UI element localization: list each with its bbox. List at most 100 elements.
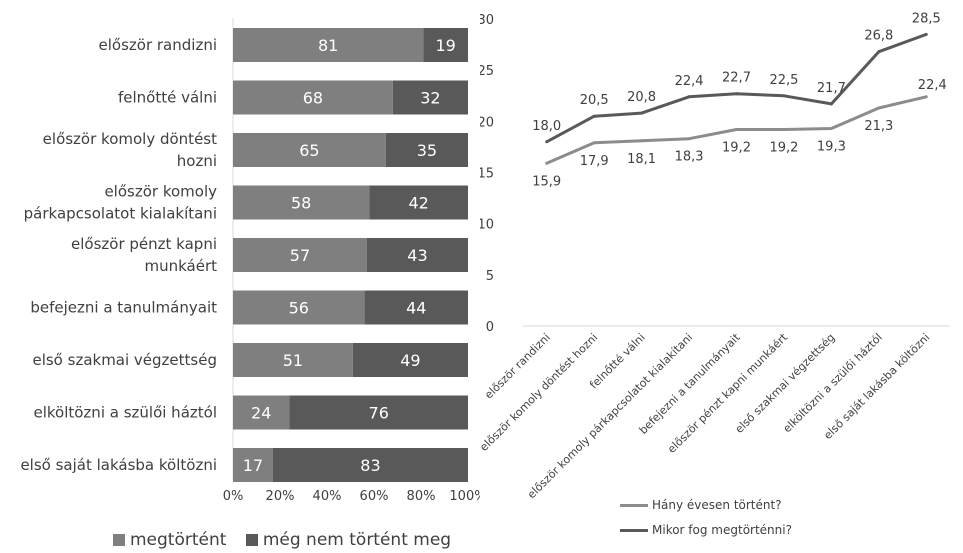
bar-segment	[233, 133, 386, 167]
category-label: első saját lakásba költözni	[20, 456, 217, 474]
bar-segment	[233, 28, 424, 62]
bar-segment	[233, 343, 353, 377]
data-value-label: 21,3	[864, 119, 893, 134]
data-point	[592, 114, 596, 118]
legend-swatch-done	[113, 534, 125, 546]
data-point	[924, 95, 928, 99]
bar-segment	[352, 343, 468, 377]
bar-value-label: 76	[369, 404, 389, 423]
line-legend: Hány évesen történt? Mikor fog megtörtén…	[620, 494, 792, 544]
y-tick-label: 20	[480, 115, 494, 130]
bar-segment	[423, 28, 468, 62]
category-label: először komoly	[104, 183, 217, 201]
y-tick-label: 15	[480, 167, 494, 182]
data-point	[687, 137, 691, 141]
bar-value-label: 49	[400, 351, 420, 370]
data-point	[877, 50, 881, 54]
bar-value-label: 56	[289, 299, 309, 318]
data-value-label: 22,7	[722, 71, 751, 86]
x-tick-label: 60%	[360, 489, 389, 504]
data-point	[877, 106, 881, 110]
data-value-label: 28,5	[912, 11, 941, 26]
category-label: párkapcsolatot kialakítani	[24, 205, 217, 223]
bar-value-label: 17	[243, 456, 263, 475]
bar-value-label: 35	[417, 141, 437, 160]
legend-line-expected	[620, 529, 648, 532]
data-point	[687, 95, 691, 99]
data-point	[735, 92, 738, 96]
data-value-label: 18,3	[675, 150, 704, 165]
x-category-label: először komoly párkapcsolatot kialakítan…	[525, 331, 695, 501]
bar-value-label: 43	[407, 246, 427, 265]
bar-value-label: 83	[360, 456, 380, 475]
bar-value-label: 32	[420, 89, 440, 108]
bar-segment	[233, 80, 393, 115]
legend-item-happened: Hány évesen történt?	[620, 494, 792, 519]
y-tick-label: 25	[480, 64, 494, 79]
category-label: először randizni	[99, 36, 217, 54]
bar-value-label: 81	[318, 36, 338, 55]
legend-label-expected: Mikor fog megtörténni?	[652, 523, 792, 537]
bar-segment	[233, 238, 367, 272]
data-value-label: 20,5	[580, 93, 609, 108]
data-value-label: 19,3	[817, 139, 846, 154]
data-value-label: 19,2	[769, 141, 798, 156]
bar-segment	[366, 238, 468, 272]
data-point	[545, 140, 549, 144]
y-tick-label: 30	[480, 13, 494, 28]
data-value-label: 22,4	[918, 78, 947, 93]
bar-segment	[233, 448, 273, 482]
bar-segment	[272, 448, 468, 482]
data-point	[782, 128, 786, 132]
bar-segment	[233, 395, 290, 430]
data-value-label: 18,0	[532, 119, 561, 134]
category-label: először pénzt kapni	[71, 235, 217, 253]
bar-value-label: 65	[299, 141, 319, 160]
bar-value-label: 51	[283, 351, 303, 370]
legend-line-happened	[620, 504, 648, 507]
bar-value-label: 57	[290, 246, 310, 265]
x-category-label: első szakmai végzettség	[733, 331, 838, 436]
category-label: felnőtté válni	[118, 89, 217, 107]
legend-label-not-done: még nem történt meg	[262, 530, 452, 550]
stacked-bar-chart: 81 19 először randizni 68 32 felnőtté válni 65…	[20, 18, 480, 504]
category-label: elköltözni a szülői háztól	[33, 404, 217, 422]
data-point	[640, 139, 644, 143]
data-value-label: 22,4	[675, 74, 704, 89]
category-label: hozni	[177, 152, 217, 170]
legend-item-expected: Mikor fog megtörténni?	[620, 519, 792, 544]
bar-value-label: 24	[251, 404, 271, 423]
bar-value-label: 58	[291, 194, 311, 213]
data-value-label: 17,9	[580, 154, 609, 169]
category-label: befejezni a tanulmányait	[30, 299, 217, 317]
bar-segment	[364, 290, 468, 325]
data-point	[782, 94, 786, 98]
data-point	[545, 161, 549, 165]
data-point	[924, 32, 928, 36]
x-tick-label: 0%	[223, 489, 244, 504]
x-tick-label: 100%	[449, 489, 480, 504]
legend-item-done: megtörtént	[113, 530, 226, 550]
x-category-label: elköltözni a szülői háztól	[781, 331, 885, 435]
legend-swatch-not-done	[245, 534, 258, 546]
y-tick-label: 10	[480, 218, 494, 233]
data-value-label: 18,1	[627, 152, 656, 167]
data-value-label: 20,8	[627, 90, 656, 105]
data-value-label: 22,5	[769, 73, 798, 88]
x-tick-label: 40%	[313, 489, 342, 504]
bar-legend: megtörtént még nem történt meg	[113, 530, 465, 550]
y-tick-label: 0	[486, 320, 494, 335]
bar-segment	[233, 290, 365, 325]
line-chart: 0 5 10 15 20 25 30 15,9 17,9 18,1 18,3 19,2 19,2 19,3…	[480, 11, 950, 501]
bar-segment	[233, 185, 370, 220]
data-point	[592, 141, 596, 145]
bar-segment	[385, 133, 468, 167]
data-point	[829, 126, 833, 130]
data-value-label: 19,2	[722, 141, 751, 156]
data-point	[735, 128, 738, 132]
legend-label-done: megtörtént	[130, 530, 227, 550]
data-value-label: 21,7	[817, 81, 846, 96]
legend-label-happened: Hány évesen történt?	[652, 498, 782, 512]
y-tick-label: 5	[486, 269, 494, 284]
x-tick-label: 20%	[266, 489, 295, 504]
